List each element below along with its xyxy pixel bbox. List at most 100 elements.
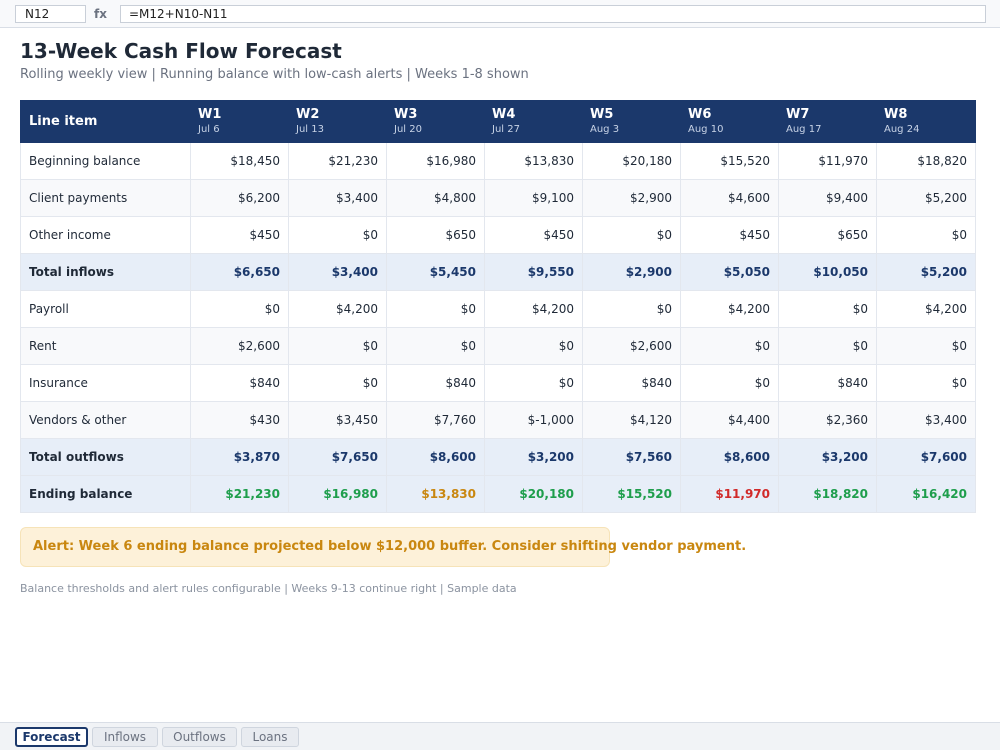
value-cell[interactable]: $7,560 [582,438,681,476]
value-cell[interactable]: $8,600 [386,438,485,476]
value-cell[interactable]: $18,820 [876,142,976,180]
row-label-cell[interactable]: Client payments [20,179,191,217]
value-cell[interactable]: $5,050 [680,253,779,291]
value-cell[interactable]: $7,650 [288,438,387,476]
value-cell[interactable]: $-1,000 [484,401,583,439]
row-label-cell[interactable]: Other income [20,216,191,254]
sheet-tab-forecast[interactable]: Forecast [15,727,88,747]
value-cell[interactable]: $5,450 [386,253,485,291]
value-cell[interactable]: $0 [484,327,583,365]
value-cell[interactable]: $3,200 [484,438,583,476]
value-cell[interactable]: $0 [582,216,681,254]
value-cell[interactable]: $3,400 [288,179,387,217]
value-cell[interactable]: $450 [484,216,583,254]
value-cell[interactable]: $11,970 [778,142,877,180]
value-cell[interactable]: $4,200 [876,290,976,328]
sheet-tab-outflows[interactable]: Outflows [162,727,237,747]
value-cell[interactable]: $13,830 [484,142,583,180]
row-label-cell[interactable]: Ending balance [20,475,191,513]
value-cell[interactable]: $13,830 [386,475,485,513]
value-cell[interactable]: $450 [190,216,289,254]
value-cell[interactable]: $0 [876,327,976,365]
value-cell[interactable]: $6,650 [190,253,289,291]
value-cell[interactable]: $11,970 [680,475,779,513]
formula-input[interactable]: =M12+N10-N11 [120,5,986,23]
value-cell[interactable]: $18,450 [190,142,289,180]
value-cell[interactable]: $0 [680,364,779,402]
value-cell[interactable]: $0 [876,216,976,254]
value-cell[interactable]: $840 [190,364,289,402]
value-cell[interactable]: $8,600 [680,438,779,476]
value-cell[interactable]: $16,980 [288,475,387,513]
value-cell[interactable]: $3,870 [190,438,289,476]
row-label-cell[interactable]: Insurance [20,364,191,402]
value-cell[interactable]: $6,200 [190,179,289,217]
column-header-week[interactable]: W6 Aug 10 [680,100,779,143]
column-header-week[interactable]: W2 Jul 13 [288,100,387,143]
value-cell[interactable]: $650 [386,216,485,254]
value-cell[interactable]: $5,200 [876,179,976,217]
value-cell[interactable]: $0 [386,290,485,328]
value-cell[interactable]: $0 [876,364,976,402]
value-cell[interactable]: $430 [190,401,289,439]
value-cell[interactable]: $4,200 [484,290,583,328]
row-label-cell[interactable]: Rent [20,327,191,365]
value-cell[interactable]: $2,360 [778,401,877,439]
row-label-cell[interactable]: Total inflows [20,253,191,291]
value-cell[interactable]: $840 [778,364,877,402]
row-label-cell[interactable]: Vendors & other [20,401,191,439]
value-cell[interactable]: $0 [778,327,877,365]
value-cell[interactable]: $9,100 [484,179,583,217]
value-cell[interactable]: $2,600 [190,327,289,365]
column-header-week[interactable]: W3 Jul 20 [386,100,485,143]
value-cell[interactable]: $21,230 [288,142,387,180]
value-cell[interactable]: $20,180 [582,142,681,180]
value-cell[interactable]: $15,520 [680,142,779,180]
value-cell[interactable]: $0 [386,327,485,365]
value-cell[interactable]: $4,200 [680,290,779,328]
row-label-cell[interactable]: Total outflows [20,438,191,476]
value-cell[interactable]: $0 [484,364,583,402]
value-cell[interactable]: $0 [288,327,387,365]
value-cell[interactable]: $7,760 [386,401,485,439]
value-cell[interactable]: $0 [190,290,289,328]
value-cell[interactable]: $9,550 [484,253,583,291]
value-cell[interactable]: $21,230 [190,475,289,513]
value-cell[interactable]: $4,400 [680,401,779,439]
value-cell[interactable]: $4,800 [386,179,485,217]
row-label-cell[interactable]: Payroll [20,290,191,328]
value-cell[interactable]: $3,400 [876,401,976,439]
column-header-week[interactable]: W8 Aug 24 [876,100,976,143]
cell-reference-box[interactable]: N12 [15,5,86,23]
value-cell[interactable]: $5,200 [876,253,976,291]
value-cell[interactable]: $15,520 [582,475,681,513]
value-cell[interactable]: $840 [582,364,681,402]
value-cell[interactable]: $4,600 [680,179,779,217]
value-cell[interactable]: $16,980 [386,142,485,180]
value-cell[interactable]: $7,600 [876,438,976,476]
row-label-cell[interactable]: Beginning balance [20,142,191,180]
value-cell[interactable]: $0 [582,290,681,328]
value-cell[interactable]: $2,600 [582,327,681,365]
value-cell[interactable]: $2,900 [582,253,681,291]
value-cell[interactable]: $840 [386,364,485,402]
value-cell[interactable]: $2,900 [582,179,681,217]
column-header-line-item[interactable]: Line item [20,100,191,143]
value-cell[interactable]: $450 [680,216,779,254]
value-cell[interactable]: $0 [680,327,779,365]
value-cell[interactable]: $10,050 [778,253,877,291]
value-cell[interactable]: $3,400 [288,253,387,291]
value-cell[interactable]: $20,180 [484,475,583,513]
value-cell[interactable]: $9,400 [778,179,877,217]
value-cell[interactable]: $4,120 [582,401,681,439]
value-cell[interactable]: $650 [778,216,877,254]
value-cell[interactable]: $0 [288,216,387,254]
value-cell[interactable]: $16,420 [876,475,976,513]
value-cell[interactable]: $0 [778,290,877,328]
value-cell[interactable]: $3,200 [778,438,877,476]
value-cell[interactable]: $0 [288,364,387,402]
column-header-week[interactable]: W7 Aug 17 [778,100,877,143]
value-cell[interactable]: $3,450 [288,401,387,439]
value-cell[interactable]: $4,200 [288,290,387,328]
column-header-week[interactable]: W1 Jul 6 [190,100,289,143]
